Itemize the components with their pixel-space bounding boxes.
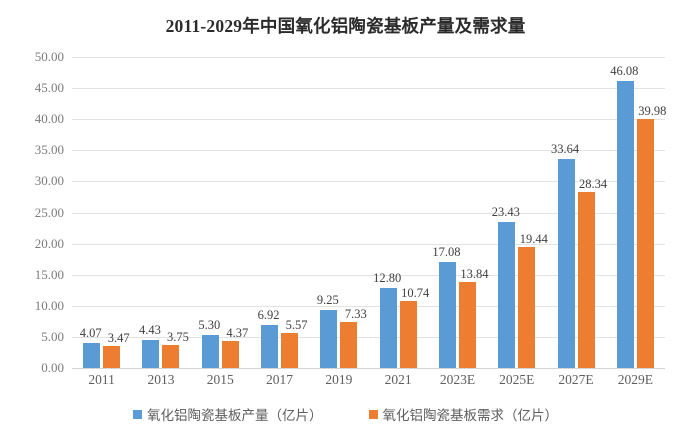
axis-baseline	[72, 368, 665, 369]
y-axis-tick-label: 0.00	[41, 360, 64, 375]
bar-2019-series-1[interactable]	[340, 322, 358, 368]
data-label-2027E-series-0: 33.64	[550, 141, 580, 156]
legend-swatch-icon	[368, 409, 378, 419]
bar-2011-series-0[interactable]	[83, 342, 101, 368]
y-axis-tick-label: 30.00	[34, 173, 64, 189]
plot-area: 4.07 3.47 4.43 3.75 5.30 4.37 6.92 5.57 9.25 7.33…	[72, 57, 667, 369]
bar-2023E-series-0[interactable]	[438, 261, 456, 368]
bar-2013-series-0[interactable]	[142, 340, 160, 368]
bar-2011-series-1[interactable]	[103, 346, 121, 368]
gridline	[72, 243, 665, 245]
legend-item-series-0[interactable]: 氧化铝陶瓷基板产量（亿片）	[133, 404, 323, 424]
data-label-2015-series-0: 5.30	[198, 318, 221, 333]
y-axis-labels: 50.00 45.00 40.00 35.00 30.00 25.00 20.00 15.00…	[0, 49, 64, 375]
y-axis-tick-label: 35.00	[34, 142, 64, 158]
chart-title: 2011-2029年中国氧化铝陶瓷基板产量及需求量	[165, 16, 526, 36]
x-axis-tick-label: 2029E	[617, 372, 653, 387]
gridline	[72, 274, 665, 276]
data-label-2019-series-1: 7.33	[344, 307, 367, 322]
chart-legend: 氧化铝陶瓷基板产量（亿片） 氧化铝陶瓷基板需求（亿片）	[0, 404, 691, 424]
gridline	[72, 305, 665, 307]
x-axis-tick-label: 2015	[206, 372, 234, 387]
legend-item-series-1[interactable]: 氧化铝陶瓷基板需求（亿片）	[368, 404, 559, 424]
data-label-2011-series-1: 3.47	[107, 331, 130, 346]
bar-2021-series-0[interactable]	[379, 288, 397, 368]
data-label-2017-series-0: 6.92	[257, 307, 280, 322]
data-label-2019-series-0: 9.25	[316, 293, 339, 308]
legend-label: 氧化铝陶瓷基板产量（亿片）	[147, 408, 323, 423]
bar-2019-series-0[interactable]	[320, 310, 338, 368]
x-axis-tick-label: 2021	[384, 372, 412, 387]
bar-2015-series-1[interactable]	[221, 340, 239, 368]
y-axis-tick-label: 50.00	[34, 49, 64, 64]
y-axis-tick-label: 20.00	[34, 235, 64, 251]
bar-2017-series-0[interactable]	[261, 324, 279, 368]
y-axis-tick-label: 45.00	[34, 80, 64, 96]
y-axis-tick-label: 40.00	[34, 111, 64, 127]
legend-swatch-icon	[133, 409, 142, 419]
data-label-2013-series-0: 4.43	[139, 323, 161, 338]
data-label-2023E-series-1: 13.84	[460, 266, 489, 281]
data-label-2015-series-1: 4.37	[226, 325, 249, 340]
gridline	[72, 119, 665, 121]
gridline	[72, 181, 665, 183]
gridline	[72, 150, 665, 152]
bar-2027E-series-0[interactable]	[557, 158, 575, 368]
bar-2027E-series-1[interactable]	[577, 191, 595, 368]
bar-2017-series-1[interactable]	[281, 333, 299, 368]
data-label-2029E-series-0: 46.08	[610, 64, 639, 79]
legend-label: 氧化铝陶瓷基板需求（亿片）	[382, 408, 559, 423]
data-label-2021-series-0: 12.80	[373, 271, 402, 286]
data-label-2017-series-1: 5.57	[285, 318, 308, 333]
gridline	[72, 88, 665, 90]
x-axis-tick-label: 2013	[147, 372, 175, 387]
data-label-2021-series-1: 10.74	[401, 286, 430, 301]
gridline	[72, 336, 665, 338]
bar-2025E-series-1[interactable]	[518, 247, 536, 368]
x-axis-tick-label: 2025E	[499, 372, 535, 387]
data-label-2023E-series-0: 17.08	[432, 244, 461, 259]
bar-2021-series-1[interactable]	[399, 301, 417, 368]
y-axis-tick-label: 10.00	[34, 297, 64, 313]
data-label-2029E-series-1: 39.98	[638, 104, 667, 119]
bar-2029E-series-1[interactable]	[636, 119, 654, 368]
bar-2025E-series-0[interactable]	[498, 222, 516, 368]
x-axis-tick-label: 2027E	[558, 372, 594, 387]
y-axis-tick-label: 15.00	[34, 266, 64, 282]
y-axis-tick-label: 25.00	[34, 204, 64, 220]
bar-2029E-series-0[interactable]	[616, 81, 634, 368]
x-axis-tick-label: 2019	[325, 372, 353, 387]
gridline	[72, 212, 665, 214]
data-label-2013-series-1: 3.75	[167, 329, 189, 344]
x-axis-labels: 2011 2013 2015 2017 2019 2021 2023E 2025E 2027E 2…	[72, 372, 665, 394]
x-axis-tick-label: 2011	[88, 372, 115, 387]
x-axis-tick-label: 2017	[266, 372, 294, 387]
data-label-2027E-series-1: 28.34	[578, 176, 608, 191]
gridline	[72, 57, 665, 58]
bar-2015-series-0[interactable]	[201, 335, 219, 368]
y-axis-tick-label: 5.00	[41, 328, 64, 344]
x-axis-tick-label: 2023E	[439, 372, 476, 387]
data-label-2011-series-0: 4.07	[79, 325, 102, 340]
bar-2023E-series-1[interactable]	[458, 281, 476, 368]
data-label-2025E-series-1: 19.44	[519, 232, 548, 247]
bar-2013-series-1[interactable]	[162, 344, 180, 368]
data-label-2025E-series-0: 23.43	[491, 205, 520, 220]
